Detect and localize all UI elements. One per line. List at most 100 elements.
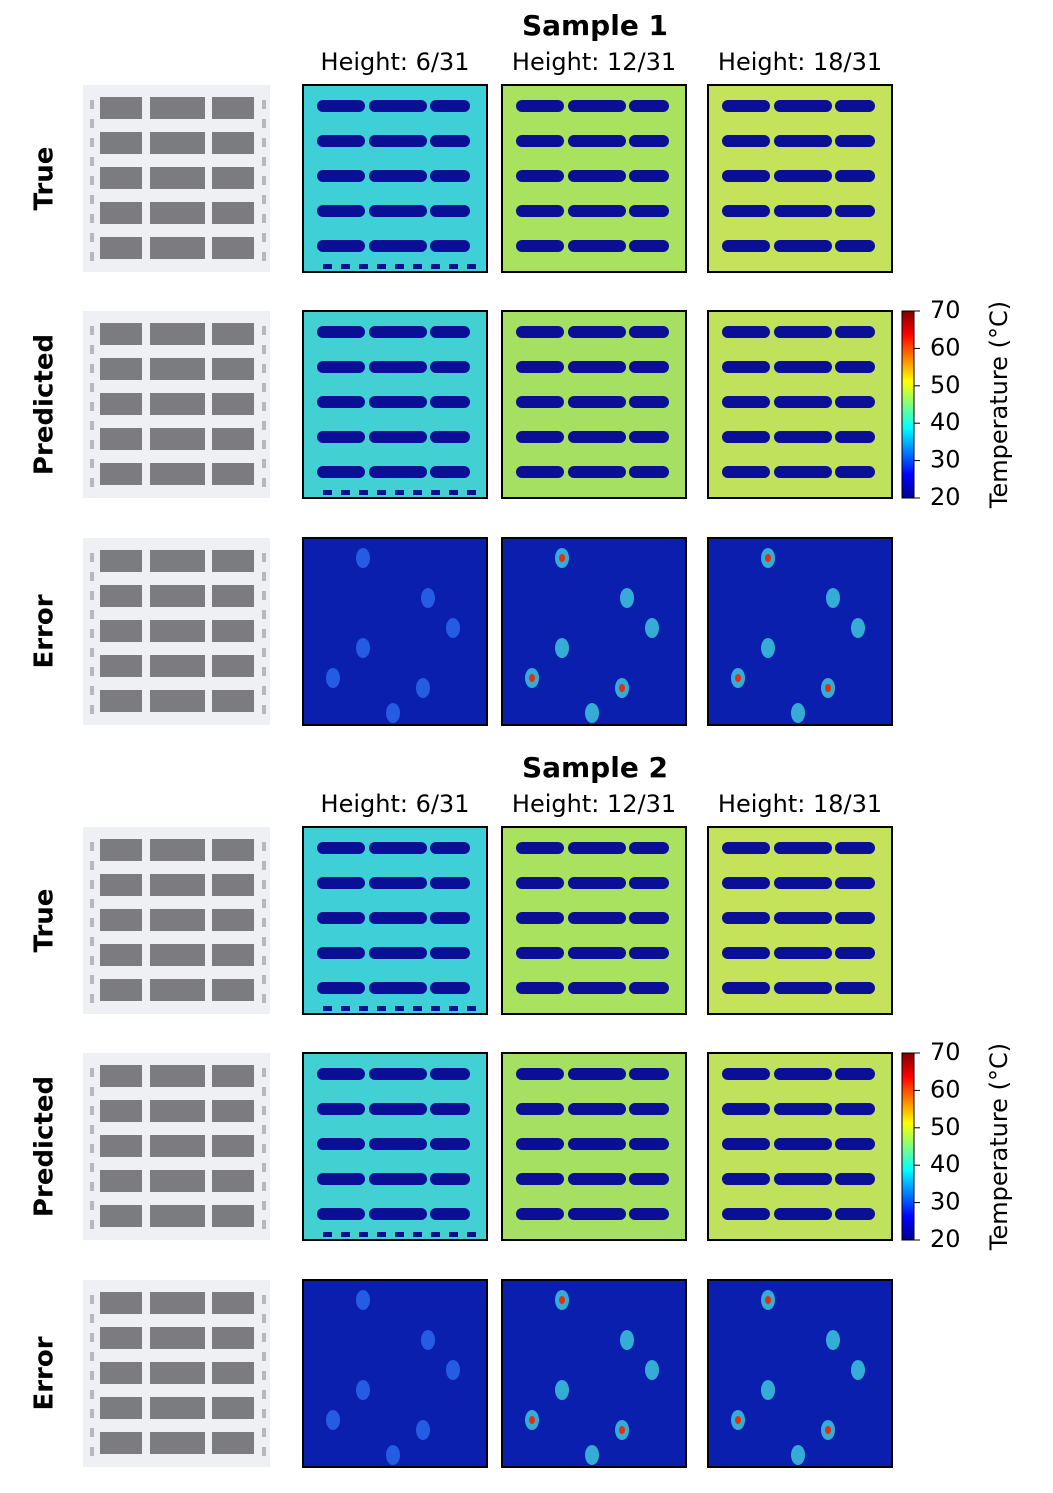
- cool-zone: [629, 1208, 669, 1220]
- colorbar-tick-label: 70: [930, 296, 961, 324]
- error-spot: [326, 668, 340, 688]
- error-hot: [825, 684, 831, 692]
- rack: [150, 1135, 205, 1157]
- cool-zone: [568, 431, 626, 443]
- colorbar-tick-label: 70: [930, 1038, 961, 1066]
- tile: [262, 686, 266, 695]
- heatmap: [501, 826, 687, 1015]
- cool-zone: [629, 205, 669, 217]
- tile: [90, 629, 94, 638]
- cool-zone: [430, 205, 470, 217]
- colorbar: [901, 310, 915, 499]
- rack: [100, 944, 142, 966]
- cool-zone: [722, 842, 770, 854]
- cool-zone: [722, 466, 770, 478]
- cool-zone: [317, 361, 365, 373]
- cool-zone: [774, 1103, 832, 1115]
- error-hot: [559, 1296, 565, 1304]
- cool-zone: [774, 912, 832, 924]
- tile: [90, 1068, 94, 1077]
- error-hot: [735, 674, 741, 682]
- rack: [100, 463, 142, 485]
- tile: [262, 1144, 266, 1153]
- cool-zone: [317, 982, 365, 994]
- vent: [449, 1232, 458, 1237]
- cool-zone: [629, 877, 669, 889]
- vent: [431, 1232, 440, 1237]
- cool-zone: [369, 1103, 427, 1115]
- rack: [100, 167, 142, 189]
- tile: [262, 975, 266, 984]
- tile: [90, 956, 94, 965]
- cool-zone: [568, 1173, 626, 1185]
- vent: [377, 264, 386, 269]
- tile: [90, 326, 94, 335]
- layout-thumbnail: [83, 1280, 270, 1467]
- cool-zone: [722, 431, 770, 443]
- tile: [90, 421, 94, 430]
- heatmap: [302, 1279, 488, 1468]
- tile: [262, 591, 266, 600]
- cool-zone: [369, 205, 427, 217]
- cool-zone: [317, 842, 365, 854]
- rack: [150, 167, 205, 189]
- cool-zone: [516, 1103, 564, 1115]
- rack: [212, 1292, 254, 1314]
- tile: [262, 1352, 266, 1361]
- heatmap: [302, 310, 488, 499]
- vent: [413, 1006, 422, 1011]
- tile: [262, 842, 266, 851]
- tile: [262, 899, 266, 908]
- heatmap: [707, 1279, 893, 1468]
- rack: [100, 979, 142, 1001]
- rack: [212, 1432, 254, 1454]
- cool-zone: [430, 842, 470, 854]
- error-spot: [356, 638, 370, 658]
- colorbar-tick-label: 20: [930, 483, 961, 511]
- cool-zone: [722, 396, 770, 408]
- tile: [262, 648, 266, 657]
- tile: [90, 364, 94, 373]
- cool-zone: [835, 1138, 875, 1150]
- rack: [212, 655, 254, 677]
- cool-zone: [774, 1208, 832, 1220]
- rack: [100, 97, 142, 119]
- tile: [262, 233, 266, 242]
- cool-zone: [774, 205, 832, 217]
- rack: [150, 1397, 205, 1419]
- heatmap: [302, 826, 488, 1015]
- error-spot: [645, 1360, 659, 1380]
- tile: [90, 138, 94, 147]
- error-spot: [446, 1360, 460, 1380]
- colorbar-tick-label: 50: [930, 1113, 961, 1141]
- cool-zone: [369, 431, 427, 443]
- rack: [100, 393, 142, 415]
- vent: [431, 264, 440, 269]
- rack: [150, 202, 205, 224]
- cool-zone: [835, 877, 875, 889]
- colorbar-label: Temperature (°C): [985, 1043, 1013, 1251]
- cool-zone: [317, 1138, 365, 1150]
- rack: [212, 1065, 254, 1087]
- row-label: Predicted: [30, 1076, 60, 1217]
- tile: [90, 975, 94, 984]
- cool-zone: [835, 361, 875, 373]
- colorbar-tick-label: 40: [930, 1150, 961, 1178]
- cool-zone: [568, 466, 626, 478]
- cool-zone: [835, 466, 875, 478]
- cool-zone: [629, 947, 669, 959]
- tile: [90, 1371, 94, 1380]
- cool-zone: [369, 982, 427, 994]
- tile: [262, 610, 266, 619]
- vent: [395, 1006, 404, 1011]
- cool-zone: [317, 1068, 365, 1080]
- tile: [262, 214, 266, 223]
- cool-zone: [317, 912, 365, 924]
- heatmap: [707, 537, 893, 726]
- tile: [90, 1333, 94, 1342]
- cool-zone: [722, 947, 770, 959]
- tile: [262, 252, 266, 261]
- tile: [90, 1352, 94, 1361]
- tile: [90, 1409, 94, 1418]
- error-spot: [645, 618, 659, 638]
